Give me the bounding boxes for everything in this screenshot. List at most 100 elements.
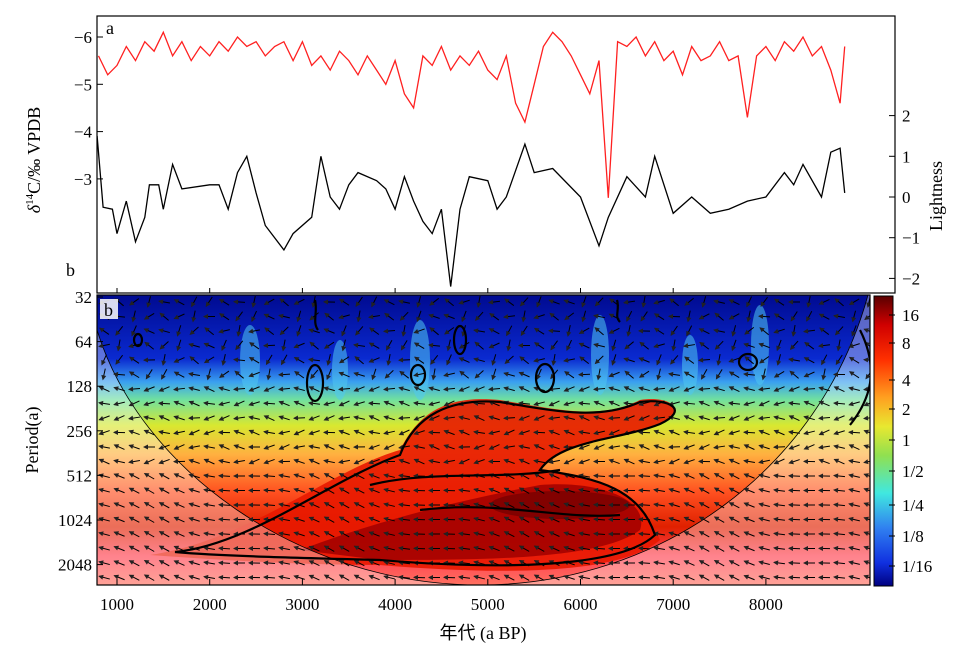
panel-label-b-bg [100,299,118,319]
phase-arrow [458,357,470,363]
phase-arrow [743,458,755,464]
phase-arrow [308,357,321,363]
phase-arrow [264,327,275,336]
phase-arrow [821,354,828,366]
phase-arrow [818,343,831,349]
phase-arrow [368,531,380,537]
phase-arrow [758,531,770,537]
phase-arrow [533,415,545,421]
phase-arrow [476,296,482,308]
phase-arrow [368,400,381,406]
phase-arrow [233,400,245,407]
phase-arrow [458,341,470,349]
phase-arrow [503,314,516,320]
phase-arrow [788,459,800,465]
phase-arrow [788,473,801,479]
phase-arrow [263,487,276,493]
phase-arrow [713,444,726,450]
phase-arrow [218,545,231,551]
phase-arrow [566,339,572,351]
phase-arrow [338,298,350,306]
phase-arrow [473,429,486,435]
phase-arrow [848,531,860,537]
phase-arrow [789,340,799,350]
x-tick-label: 7000 [656,595,690,614]
phase-arrow [131,325,137,337]
phase-arrow [203,531,215,537]
phase-arrow [293,574,305,580]
phase-arrow [293,342,305,349]
phase-arrow [203,386,215,392]
phase-arrow [368,502,380,508]
phase-arrow [248,531,261,537]
high-power-region [150,399,675,571]
phase-arrow [698,357,711,363]
phase-arrow [728,430,740,436]
phase-arrow [323,502,335,509]
phase-arrow [143,574,155,581]
phase-arrow [308,574,320,581]
phase-arrow [773,531,786,537]
phase-arrow [233,473,246,479]
phase-arrow [638,386,650,392]
phase-arrow [668,386,680,392]
phase-arrow [413,458,425,465]
x-axis-label: 年代 (a BP) [440,623,527,644]
y-period-tick-label: 64 [75,333,93,352]
phase-arrow [233,459,245,465]
phase-arrow [518,444,530,450]
x-tick-label: 3000 [285,595,319,614]
phase-arrow [518,430,530,436]
colorbar-tick-label: 16 [902,306,919,325]
phase-arrow [176,339,182,352]
phase-arrow [263,400,276,406]
phase-arrow [115,325,124,336]
colorbar-tick-label: 4 [902,371,911,390]
phase-arrow [398,415,411,421]
phase-arrow [773,473,786,479]
phase-arrow [204,327,215,336]
phase-arrow [728,415,740,421]
phase-arrow [653,560,665,566]
phase-arrow [533,429,546,435]
phase-arrow [593,444,605,450]
phase-arrow [683,516,695,523]
phase-arrow [113,371,126,377]
y-period-tick-label: 256 [67,422,93,441]
phase-arrow [98,487,110,493]
phase-arrow [353,342,366,348]
phase-arrow [683,400,696,406]
phase-arrow [715,369,723,380]
phase-arrow [386,354,392,366]
phase-arrow [519,356,530,365]
phase-arrow [143,328,155,334]
phase-arrow [698,415,710,421]
phase-arrow [293,560,305,566]
phase-arrow [473,415,485,421]
phase-arrow [518,545,530,552]
phase-arrow [158,415,170,421]
colorbar-tick-label: 1 [902,431,911,450]
phase-arrow [323,473,335,480]
phase-arrow [548,545,560,552]
phase-arrow [536,368,542,381]
phase-arrow [368,516,380,523]
phase-arrow [368,357,380,363]
phase-arrow [758,560,770,566]
phase-arrow [263,458,275,465]
phase-arrow [353,444,366,450]
phase-arrow [818,574,831,580]
phase-arrow [488,415,500,421]
phase-arrow [398,574,411,580]
y-right-label: Lightness [926,161,946,231]
phase-arrow [533,531,545,538]
phase-arrow [698,430,710,436]
phase-arrow [848,545,860,551]
cone-outside-left [97,330,480,585]
phase-arrow [776,354,782,366]
phase-arrow [668,502,680,508]
phase-arrow [744,356,754,365]
phase-arrow [338,545,350,552]
phase-arrow [518,502,530,509]
phase-arrow [248,502,261,508]
